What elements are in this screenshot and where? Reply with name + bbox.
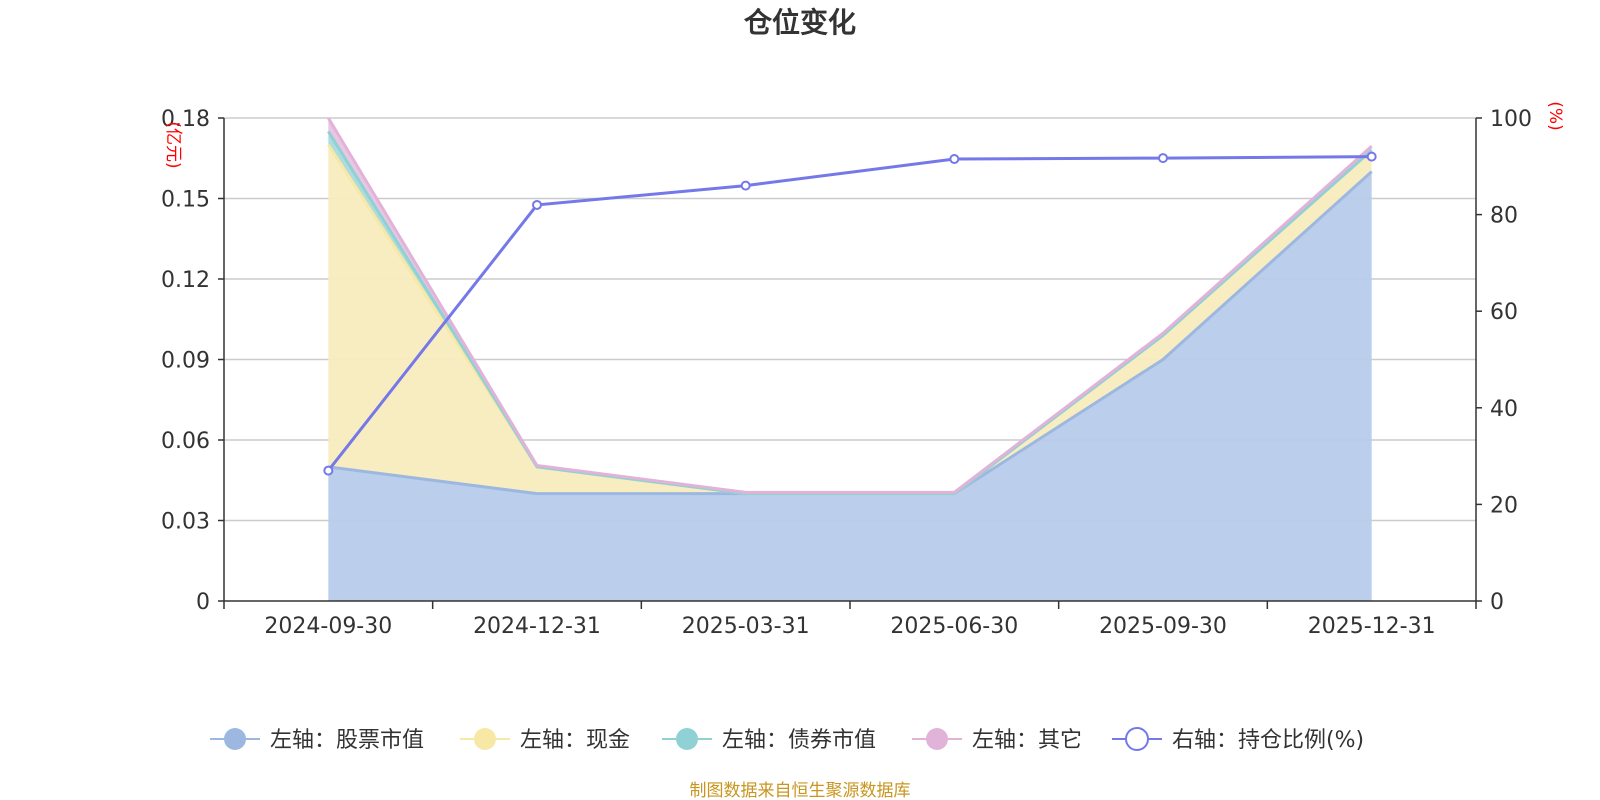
x-tick-label: 2024-12-31 <box>473 614 601 639</box>
legend[interactable]: 左轴：股票市值 左轴：现金 左轴：债券市值 左轴：其它 右轴：持仓比例(%) <box>210 727 1364 753</box>
x-tick-label: 2024-09-30 <box>264 614 392 639</box>
legend-marker <box>474 728 496 750</box>
holding-ratio-line <box>323 151 1377 476</box>
legend-item-1[interactable]: 左轴：现金 <box>460 728 630 753</box>
ratio-point[interactable] <box>949 154 960 165</box>
ratio-point[interactable] <box>532 199 542 210</box>
legend-label: 左轴：其它 <box>972 728 1082 753</box>
x-tick-label: 2025-12-31 <box>1308 614 1436 639</box>
area-line-3 <box>327 117 1373 494</box>
left-tick-label: 0.03 <box>161 510 210 535</box>
area-1 <box>328 144 1372 494</box>
left-tick-label: 0.12 <box>161 268 210 293</box>
legend-item-3[interactable]: 左轴：其它 <box>912 728 1082 753</box>
right-tick-label: 0 <box>1490 590 1504 615</box>
stacked-area-lines <box>327 117 1373 496</box>
x-tick-label: 2025-03-31 <box>682 614 810 639</box>
axis-ticks: 0 0.03 0.06 0.09 0.12 0.15 0.18 0 20 40 60 80 100 202… <box>161 107 1532 639</box>
left-tick-label: 0.06 <box>161 429 210 454</box>
ratio-point[interactable] <box>323 465 334 476</box>
legend-label: 左轴：股票市值 <box>270 728 424 753</box>
left-tick-label: 0.15 <box>161 188 210 213</box>
legend-marker <box>926 728 948 750</box>
x-tick-label: 2025-06-30 <box>890 614 1018 639</box>
left-tick-label: 0.09 <box>161 349 210 374</box>
legend-marker <box>1125 727 1149 751</box>
legend-label: 左轴：现金 <box>520 728 630 753</box>
right-tick-label: 60 <box>1490 300 1518 325</box>
right-tick-label: 80 <box>1490 204 1518 229</box>
legend-item-0[interactable]: 左轴：股票市值 <box>210 728 424 753</box>
right-axis-unit: (%) <box>1545 101 1565 130</box>
legend-label: 左轴：债券市值 <box>722 728 876 753</box>
left-tick-label: 0 <box>196 590 210 615</box>
left-tick-label: 0.18 <box>161 107 210 132</box>
legend-item-2[interactable]: 左轴：债券市值 <box>662 728 876 753</box>
right-tick-label: 40 <box>1490 397 1518 422</box>
right-tick-label: 100 <box>1490 107 1532 132</box>
ratio-point[interactable] <box>1366 151 1377 162</box>
ratio-point[interactable] <box>1158 153 1168 164</box>
legend-item-4[interactable]: 右轴：持仓比例(%) <box>1112 727 1364 753</box>
legend-marker <box>224 728 246 750</box>
data-source-note: 制图数据来自恒生聚源数据库 <box>690 781 911 800</box>
legend-label: 右轴：持仓比例(%) <box>1172 728 1364 753</box>
left-axis-unit: (亿元) <box>163 121 183 168</box>
chart-title: 仓位变化 <box>744 6 856 39</box>
right-tick-label: 20 <box>1490 493 1518 518</box>
x-tick-label: 2025-09-30 <box>1099 614 1227 639</box>
legend-marker <box>676 728 698 750</box>
ratio-point[interactable] <box>740 180 751 191</box>
ratio-line-path <box>327 155 1372 472</box>
